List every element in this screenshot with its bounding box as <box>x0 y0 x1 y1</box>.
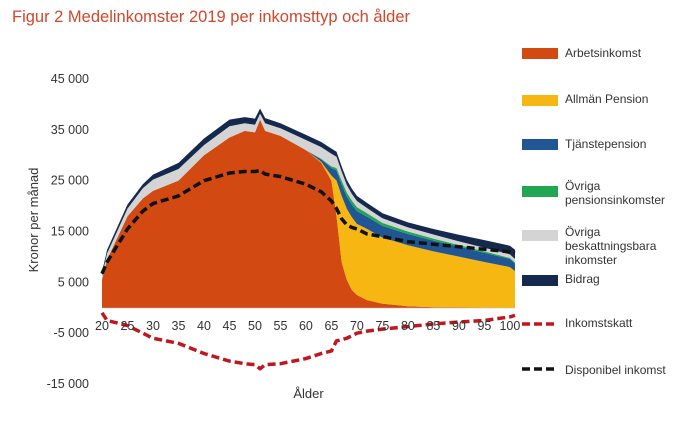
x-tick-label: 90 <box>452 319 466 333</box>
legend-label-ovriga-pensionsinkomster: Övriga pensionsinkomster <box>565 179 665 207</box>
line-disponibel-inkomst <box>100 168 516 275</box>
y-tick-label: 35 000 <box>51 123 89 137</box>
legend-swatch-ovriga-beskattningsbara-inkomster <box>522 230 558 241</box>
axis-titles: Ålder Kronor per månad <box>26 168 324 401</box>
legend-item-ovriga-beskattningsbara-inkomster: Övriga beskattningsbara inkomster <box>522 225 657 267</box>
legend-item-tjanstepension: Tjänstepension <box>522 137 646 151</box>
legend-item-inkomstskatt: Inkomstskatt <box>522 316 633 330</box>
x-tick-label: 95 <box>477 319 491 333</box>
x-tick-label: 85 <box>426 319 440 333</box>
x-tick-label: 25 <box>121 319 135 333</box>
y-axis-label: Kronor per månad <box>26 168 41 273</box>
area-ovriga-beskattningsbara-inkomster <box>102 113 515 280</box>
x-tick-label: 30 <box>146 319 160 333</box>
x-tick-label: 65 <box>324 319 338 333</box>
legend-item-arbetsinkomst: Arbetsinkomst <box>522 46 642 60</box>
x-tick-label: 60 <box>299 319 313 333</box>
y-tick-label: 5 000 <box>58 275 89 289</box>
x-tick-label: 100 <box>499 319 520 333</box>
legend-label-arbetsinkomst: Arbetsinkomst <box>565 46 642 60</box>
x-tick-label: 80 <box>401 319 415 333</box>
area-tjanstepension <box>102 119 515 280</box>
x-tick-label: 20 <box>95 319 109 333</box>
legend-label-inkomstskatt: Inkomstskatt <box>565 316 633 330</box>
legend-item-ovriga-pensionsinkomster: Övriga pensionsinkomster <box>522 179 665 207</box>
y-tick-label: -15 000 <box>47 377 89 391</box>
legend-label-tjanstepension: Tjänstepension <box>565 137 646 151</box>
legend-label-ovriga-beskattningsbara-inkomster: Övriga beskattningsbara inkomster <box>565 225 657 267</box>
x-tick-label: 35 <box>172 319 186 333</box>
y-tick-label: 15 000 <box>51 225 89 239</box>
x-tick-label: 75 <box>375 319 389 333</box>
legend: Arbetsinkomst Allmän Pension Tjänstepensio… <box>522 46 666 377</box>
y-tick-label: -5 000 <box>54 326 89 340</box>
area-ovriga-pensionsinkomster <box>102 119 515 280</box>
area-arbetsinkomst <box>102 119 515 308</box>
y-tick-labels: 45 000 35 000 25 000 15 000 5 000 -5 000 -15 0… <box>47 72 89 391</box>
y-tick-label: 25 000 <box>51 174 89 188</box>
legend-swatch-ovriga-pensionsinkomster <box>522 186 558 197</box>
dashed-lines <box>100 168 516 371</box>
legend-swatch-tjanstepension <box>522 139 558 150</box>
x-axis-label: Ålder <box>293 386 324 401</box>
legend-item-disponibel-inkomst: Disponibel inkomst <box>522 363 666 377</box>
x-tick-label: 70 <box>350 319 364 333</box>
legend-item-bidrag: Bidrag <box>522 272 600 286</box>
x-tick-labels: 20 25 30 35 40 45 50 55 60 65 70 75 80 85 90 95 100 <box>95 319 520 333</box>
legend-label-bidrag: Bidrag <box>565 272 600 286</box>
y-tick-label: 45 000 <box>51 72 89 86</box>
line-inkomstskatt <box>100 311 516 371</box>
legend-swatch-bidrag <box>522 275 558 286</box>
x-tick-label: 45 <box>223 319 237 333</box>
legend-swatch-arbetsinkomst <box>522 48 558 59</box>
legend-item-allman-pension: Allmän Pension <box>522 92 648 106</box>
chart-title: Figur 2 Medelinkomster 2019 per inkomstt… <box>12 8 411 26</box>
x-tick-label: 50 <box>248 319 262 333</box>
x-tick-label: 55 <box>274 319 288 333</box>
legend-swatch-allman-pension <box>522 95 558 106</box>
legend-label-disponibel-inkomst: Disponibel inkomst <box>565 363 666 377</box>
legend-label-allman-pension: Allmän Pension <box>565 92 648 106</box>
area-allman-pension <box>102 119 515 308</box>
stacked-areas <box>102 108 515 308</box>
x-tick-label: 40 <box>197 319 211 333</box>
